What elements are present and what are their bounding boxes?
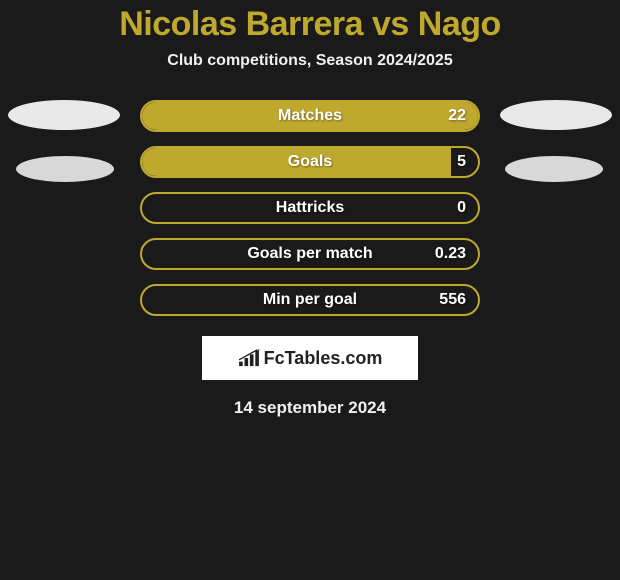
player-oval — [16, 156, 114, 182]
stat-bar-goals: Goals 5 — [140, 146, 480, 178]
stats-area: Matches 22 Goals 5 Hattricks 0 Goals per… — [0, 100, 620, 418]
logo-content: FcTables.com — [238, 348, 383, 369]
player-oval — [505, 156, 603, 182]
date-text: 14 september 2024 — [0, 398, 620, 418]
subtitle: Club competitions, Season 2024/2025 — [0, 52, 620, 70]
bar-value: 22 — [448, 107, 466, 125]
bar-label: Goals per match — [247, 245, 372, 263]
logo-text: FcTables.com — [264, 348, 383, 369]
bar-value: 556 — [439, 291, 466, 309]
bar-label: Matches — [278, 107, 342, 125]
bar-label: Goals — [288, 153, 332, 171]
bar-value: 0.23 — [435, 245, 466, 263]
stat-bar-mpg: Min per goal 556 — [140, 284, 480, 316]
bar-value: 0 — [457, 199, 466, 217]
stat-bar-hattricks: Hattricks 0 — [140, 192, 480, 224]
stat-bar-matches: Matches 22 — [140, 100, 480, 132]
right-player-ovals — [500, 100, 612, 198]
stat-bar-gpm: Goals per match 0.23 — [140, 238, 480, 270]
player-oval — [8, 100, 120, 130]
page-title: Nicolas Barrera vs Nago — [0, 5, 620, 44]
bar-label: Hattricks — [276, 199, 344, 217]
left-player-ovals — [8, 100, 120, 198]
player-oval — [500, 100, 612, 130]
bar-value: 5 — [457, 153, 466, 171]
stat-bars: Matches 22 Goals 5 Hattricks 0 Goals per… — [140, 100, 480, 316]
bar-label: Min per goal — [263, 291, 357, 309]
logo-box: FcTables.com — [202, 336, 418, 380]
bar-chart-icon — [238, 349, 260, 367]
